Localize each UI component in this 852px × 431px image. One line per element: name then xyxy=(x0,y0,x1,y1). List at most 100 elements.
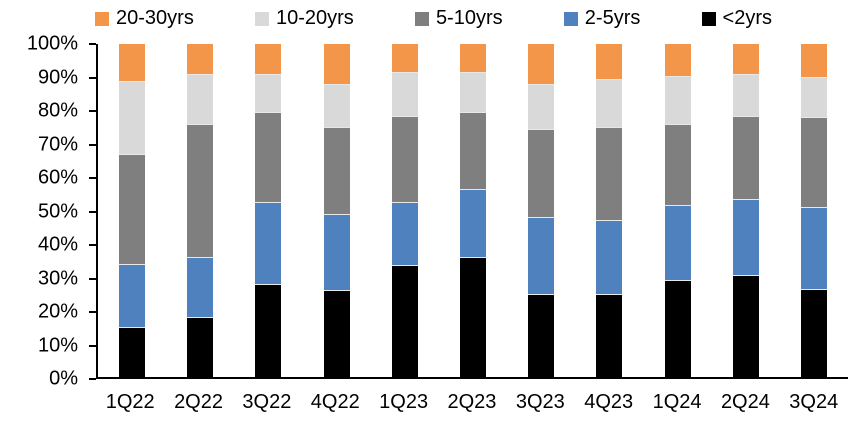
legend-item-20-30yrs: 20-30yrs xyxy=(95,7,194,30)
y-axis-tick-0 xyxy=(89,378,96,380)
bar-segment-3q23-5-10yrs xyxy=(528,128,555,218)
bar-slot-1q24 xyxy=(644,44,712,377)
bar-segment-3q24-2yrs xyxy=(800,288,827,377)
stacked-bar-1q24 xyxy=(664,44,691,377)
legend-swatch-10-20yrs-icon xyxy=(254,11,269,26)
x-axis-label-4q23: 4Q23 xyxy=(584,391,634,413)
stacked-bar-2q24 xyxy=(732,44,759,377)
bar-segment-1q23-10-20yrs xyxy=(391,72,418,116)
y-axis-label-90: 90% xyxy=(37,66,78,88)
stacked-bar-2q23 xyxy=(460,44,487,377)
bar-segment-2q24-2yrs xyxy=(732,275,759,377)
bar-slot-1q23 xyxy=(371,44,439,377)
y-axis-tick-50 xyxy=(89,210,96,213)
bar-segment-3q22-2yrs xyxy=(255,283,282,377)
y-axis-label-70: 70% xyxy=(37,133,78,155)
bar-segment-4q23-20-30yrs xyxy=(596,44,623,79)
bar-segment-4q23-5-10yrs xyxy=(596,127,623,221)
bar-segment-1q24-5-10yrs xyxy=(664,123,691,206)
y-axis-label-100: 100% xyxy=(26,32,78,55)
legend-item-5-10yrs: 5-10yrs xyxy=(414,7,503,30)
x-axis-label-3q22: 3Q22 xyxy=(242,391,292,413)
legend-item-2-5yrs: 2-5yrs xyxy=(563,7,640,30)
y-axis-ticks xyxy=(0,43,852,380)
y-axis-tick-10 xyxy=(89,344,96,347)
y-axis-tick-90 xyxy=(89,76,96,79)
bar-segment-1q23-20-30yrs xyxy=(391,44,418,73)
stacked-bar-1q22 xyxy=(119,44,146,377)
bar-slot-3q23 xyxy=(507,44,575,377)
y-axis-label-10: 10% xyxy=(37,334,78,356)
bar-segment-4q23-10-20yrs xyxy=(596,78,623,128)
bar-segment-3q22-20-30yrs xyxy=(255,44,282,74)
bar-segment-3q23-20-30yrs xyxy=(528,44,555,84)
bar-segment-1q24-2yrs xyxy=(664,280,691,377)
plot-area xyxy=(96,44,848,379)
legend-label-10-20yrs: 10-20yrs xyxy=(275,7,354,29)
legend-swatch-20-30yrs-icon xyxy=(95,11,109,26)
y-axis-tick-60 xyxy=(89,177,96,179)
bar-segment-4q22-10-20yrs xyxy=(323,83,350,128)
legend-swatch-2-5yrs-icon xyxy=(563,11,578,26)
legend-label-5-10yrs: 5-10yrs xyxy=(435,7,503,29)
bar-segment-2q23-2-5yrs xyxy=(460,188,487,258)
bar-segment-1q23-5-10yrs xyxy=(391,115,418,203)
bar-slot-3q22 xyxy=(234,44,302,377)
bar-segment-3q24-10-20yrs xyxy=(800,77,827,118)
bar-segment-3q22-5-10yrs xyxy=(255,112,282,203)
y-axis-tick-80 xyxy=(89,110,96,112)
stacked-bar-4q23 xyxy=(596,44,623,377)
bar-segment-2q24-20-30yrs xyxy=(732,44,759,74)
x-axis-label-3q24: 3Q24 xyxy=(789,391,839,413)
bar-segment-3q22-2-5yrs xyxy=(255,202,282,284)
bar-slot-2q23 xyxy=(439,44,507,377)
bar-segment-4q22-2-5yrs xyxy=(323,213,350,291)
bar-segment-1q22-10-20yrs xyxy=(119,80,146,154)
bar-segment-4q22-20-30yrs xyxy=(323,44,350,84)
bar-segment-1q24-10-20yrs xyxy=(664,75,691,124)
bar-segment-1q24-2-5yrs xyxy=(664,205,691,281)
bar-segment-2q22-10-20yrs xyxy=(187,73,214,124)
bar-segment-2q23-20-30yrs xyxy=(460,44,487,73)
y-axis-tick-20 xyxy=(89,311,96,313)
y-axis-tick-70 xyxy=(89,143,96,146)
bar-slot-4q23 xyxy=(575,44,643,377)
bar-segment-2q22-2yrs xyxy=(187,317,214,377)
bar-segment-2q23-5-10yrs xyxy=(460,112,487,189)
bar-segment-2q24-5-10yrs xyxy=(732,115,759,199)
y-axis: 0% 10% 20% 30% 40% 50% 60% 70% 80% 90% 100% xyxy=(0,33,78,390)
bar-segment-1q22-2yrs xyxy=(119,327,146,377)
legend-item-10-20yrs: 10-20yrs xyxy=(254,7,354,30)
bar-slot-3q24 xyxy=(780,44,848,377)
stacked-bar-3q22 xyxy=(255,44,282,377)
bar-segment-2q22-20-30yrs xyxy=(187,44,214,74)
bar-segment-3q24-5-10yrs xyxy=(800,117,827,208)
legend-label-2yrs: <2yrs xyxy=(722,7,772,29)
bar-segment-3q23-10-20yrs xyxy=(528,83,555,129)
bar-segment-2q23-2yrs xyxy=(460,257,487,377)
bar-segment-1q23-2-5yrs xyxy=(391,202,418,266)
x-axis-label-1q23: 1Q23 xyxy=(379,391,429,413)
bar-segment-2q22-5-10yrs xyxy=(187,123,214,258)
legend-swatch-2yrs-icon xyxy=(701,11,716,26)
bar-segment-4q23-2-5yrs xyxy=(596,220,623,294)
bar-segment-1q23-2yrs xyxy=(391,265,418,377)
legend-item-2yrs: <2yrs xyxy=(701,7,772,30)
x-axis-label-1q22: 1Q22 xyxy=(105,391,155,413)
y-axis-tick-100 xyxy=(89,43,96,45)
x-axis-label-2q22: 2Q22 xyxy=(174,391,223,413)
y-axis-label-30: 30% xyxy=(37,267,78,289)
bar-segment-3q23-2-5yrs xyxy=(528,217,555,294)
bar-segment-3q23-2yrs xyxy=(528,293,555,377)
bar-segment-1q22-20-30yrs xyxy=(119,44,146,81)
y-axis-label-60: 60% xyxy=(37,166,78,189)
stacked-bar-3q24 xyxy=(800,44,827,377)
bar-slot-2q22 xyxy=(166,44,234,377)
x-axis-label-3q23: 3Q23 xyxy=(515,391,565,413)
bar-segment-2q24-2-5yrs xyxy=(732,198,759,276)
y-axis-label-50: 50% xyxy=(37,200,78,222)
y-axis-label-80: 80% xyxy=(37,99,78,122)
bar-segment-3q22-10-20yrs xyxy=(255,73,282,113)
x-axis-label-1q24: 1Q24 xyxy=(652,391,702,413)
